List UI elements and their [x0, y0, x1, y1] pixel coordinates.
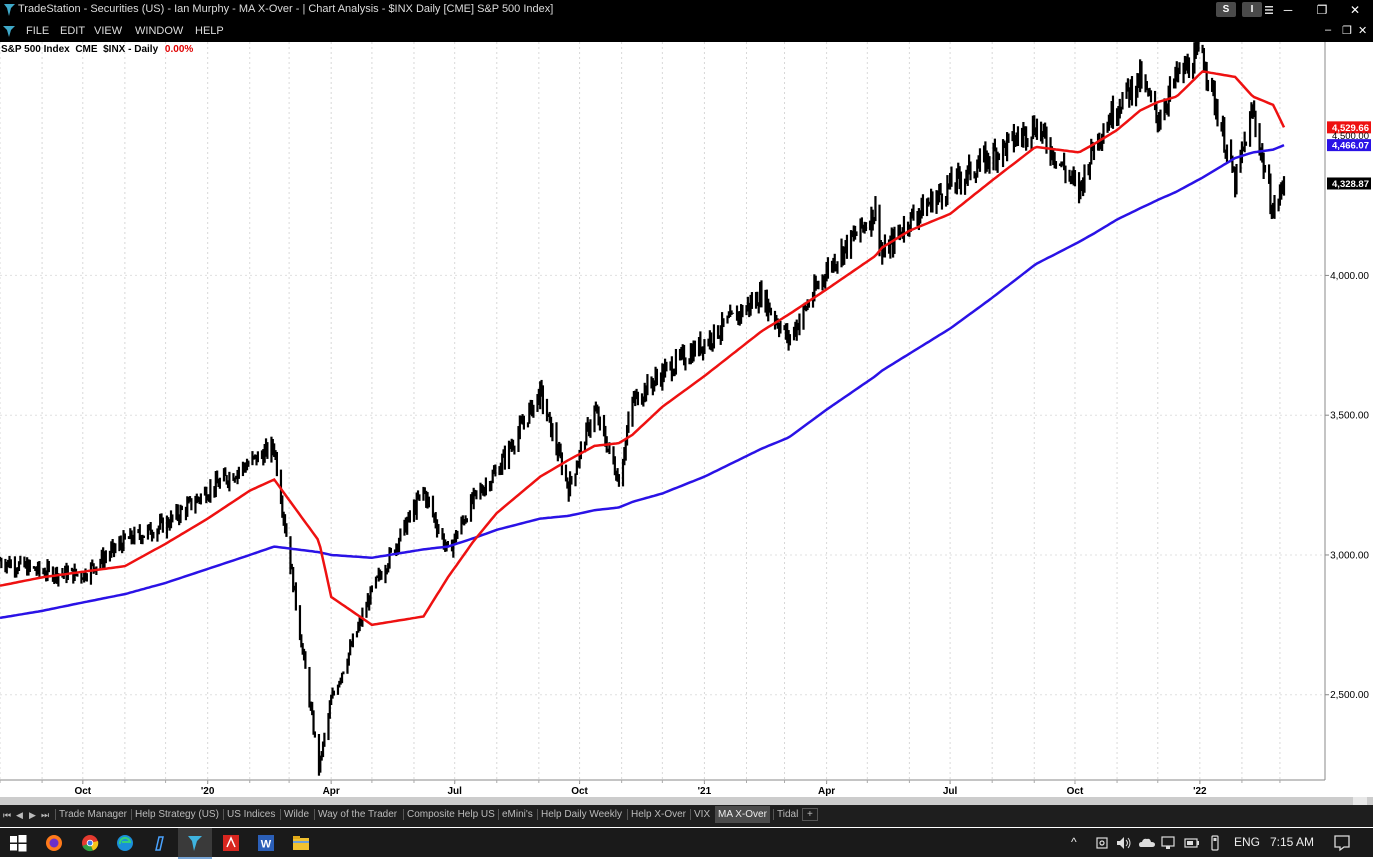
app-menu-icon[interactable]: [2, 24, 16, 38]
last-price-label: 4,328.87: [1332, 179, 1369, 190]
language-indicator[interactable]: ENG: [1234, 835, 1261, 849]
minimize-button[interactable]: ─: [1283, 3, 1293, 17]
horizontal-scrollbar[interactable]: [0, 797, 1373, 805]
time-tick-label: Apr: [818, 786, 835, 797]
symbol-exchange: CME: [75, 44, 98, 55]
pen-app-icon[interactable]: [150, 833, 170, 853]
time-tick-label: Jul: [447, 786, 462, 797]
close-button[interactable]: ✕: [1349, 3, 1361, 17]
i-button[interactable]: I: [1242, 2, 1262, 17]
menu-bar: FILE EDIT VIEW WINDOW HELP – ❐ ✕: [0, 20, 1373, 42]
menu-help[interactable]: HELP: [195, 25, 224, 37]
restore-button[interactable]: ❐: [1316, 3, 1328, 17]
price-tick-label: 2,500.00: [1330, 690, 1369, 701]
svg-text:W: W: [261, 839, 272, 851]
clock[interactable]: 7:15 AM: [1270, 835, 1315, 849]
tab-next-button[interactable]: ▶: [29, 810, 36, 820]
last-price-label-bg: [1327, 177, 1371, 190]
tab-emini[interactable]: eMini's: [498, 809, 533, 820]
notifications-icon[interactable]: [1332, 833, 1352, 853]
tab-last-button[interactable]: ⏭: [41, 810, 50, 820]
tab-trade-manager[interactable]: Trade Manager: [55, 809, 127, 820]
scrollbar-thumb[interactable]: [1353, 797, 1367, 805]
inner-close-button[interactable]: ✕: [1358, 25, 1368, 37]
chart-area[interactable]: 2,500.00 3,000.00 3,500.00 4,000.00 Oct '20 A…: [0, 42, 1373, 797]
price-chart[interactable]: 2,500.00 3,000.00 3,500.00 4,000.00 Oct '20 A…: [0, 42, 1373, 797]
time-tick-label: Jul: [943, 786, 958, 797]
time-tick-label: Oct: [1067, 786, 1084, 797]
tab-first-button[interactable]: ⏮: [3, 810, 12, 820]
ma-slow-last-label-bg: [1327, 139, 1371, 152]
taskbar: W ^ ENG 7:15 AM: [0, 828, 1373, 859]
time-tick-label: Oct: [74, 786, 91, 797]
volume-icon[interactable]: [1114, 833, 1134, 853]
ma-fast-last-label: 4,529.66: [1332, 123, 1369, 134]
ma-slow-last-label: 4,466.07: [1332, 141, 1369, 152]
menu-view[interactable]: VIEW: [94, 25, 123, 37]
time-tick-label: '20: [201, 786, 215, 797]
ma-slow-line: [0, 143, 1285, 620]
inner-minimize-button[interactable]: –: [1325, 24, 1332, 36]
time-tick-label: '21: [698, 786, 712, 797]
add-tab-button[interactable]: +: [802, 808, 818, 821]
tab-tidal[interactable]: Tidal: [773, 809, 798, 820]
chrome-icon[interactable]: [80, 833, 100, 853]
onedrive-cloud-icon[interactable]: [1137, 833, 1157, 853]
ma-fast-line: [0, 70, 1286, 627]
edge-icon[interactable]: [115, 833, 135, 853]
usb-device-icon[interactable]: [1205, 833, 1225, 853]
tab-way-of-the-trader[interactable]: Way of the Trader: [314, 809, 397, 820]
price-4500-label: 4,500.00: [1332, 131, 1369, 142]
price-tick-label: 4,000.00: [1330, 271, 1369, 282]
time-tick-label: Oct: [571, 786, 588, 797]
title-bar: TradeStation - Securities (US) - Ian Mur…: [0, 0, 1373, 20]
tab-ma-x-over[interactable]: MA X-Over: [715, 806, 770, 823]
menu-edit[interactable]: EDIT: [60, 25, 86, 37]
tradestation-logo-icon: [4, 4, 15, 16]
tab-help-daily-weekly[interactable]: Help Daily Weekly: [537, 809, 622, 820]
window-title: TradeStation - Securities (US) - Ian Mur…: [18, 3, 554, 15]
price-tick-label: 3,500.00: [1330, 411, 1369, 422]
meet-now-icon[interactable]: [1093, 833, 1113, 853]
firefox-icon[interactable]: [44, 833, 64, 853]
tab-help-x-over[interactable]: Help X-Over: [627, 809, 686, 820]
ma-fast-last-label-bg: [1327, 121, 1371, 134]
tab-vix[interactable]: VIX: [690, 809, 710, 820]
menu-file[interactable]: FILE: [26, 25, 50, 37]
menu-grid-icon[interactable]: [1264, 5, 1274, 15]
symbol-name: S&P 500 Index: [1, 44, 70, 55]
s-button[interactable]: S: [1216, 2, 1236, 17]
inner-restore-button[interactable]: ❐: [1342, 25, 1352, 37]
acrobat-icon[interactable]: [221, 833, 241, 853]
price-tick-label: 3,000.00: [1330, 550, 1369, 561]
workspace-tab-bar: ⏮ ◀ ▶ ⏭ Trade Manager Help Strategy (US)…: [0, 805, 1373, 827]
menu-window[interactable]: WINDOW: [135, 25, 184, 37]
time-tick-label: Apr: [323, 786, 340, 797]
file-explorer-icon[interactable]: [291, 833, 311, 853]
tradestation-taskbar-item[interactable]: [178, 828, 212, 859]
tab-us-indices[interactable]: US Indices: [223, 809, 275, 820]
tab-wilde[interactable]: Wilde: [280, 809, 309, 820]
tray-expand-icon[interactable]: ^: [1071, 835, 1077, 849]
tradestation-taskbar-icon: [188, 836, 202, 851]
word-icon[interactable]: W: [256, 833, 276, 853]
tab-prev-button[interactable]: ◀: [16, 810, 23, 820]
tab-help-strategy[interactable]: Help Strategy (US): [131, 809, 219, 820]
windows-start-icon[interactable]: [8, 833, 28, 853]
symbol-ticker: $INX - Daily: [103, 44, 159, 55]
tab-composite-help-us[interactable]: Composite Help US: [403, 809, 495, 820]
power-icon[interactable]: [1182, 833, 1202, 853]
symbol-change: 0.00%: [164, 44, 194, 55]
network-icon[interactable]: [1159, 833, 1179, 853]
time-tick-label: '22: [1193, 786, 1207, 797]
symbol-header: S&P 500 Index CME $INX - Daily 0.00%: [1, 44, 193, 55]
